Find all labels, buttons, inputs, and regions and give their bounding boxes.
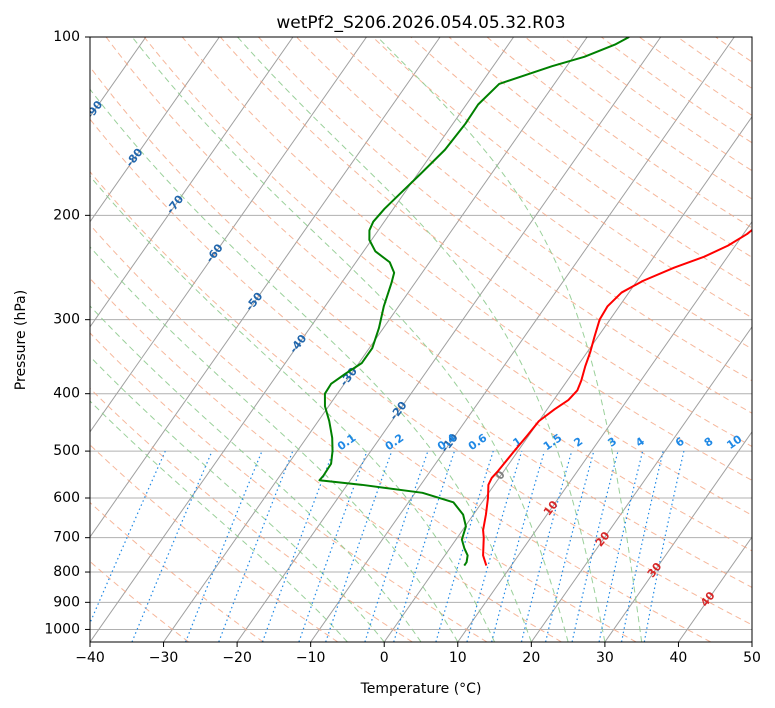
moist-adiabat-lines [90,37,643,642]
x-axis-label: Temperature (°C) [360,681,482,697]
dry-adiabat-line [258,37,752,414]
y-axis: 100 200 300 400 500 600 700 800 900 1000 [44,29,90,637]
dry-adiabat-line [90,444,339,642]
moist-adiabat-line [90,305,422,642]
chart-title: wetPf2_S206.2026.054.05.32.R03 [276,13,565,33]
dry-adiabat-line [219,37,752,448]
y-tick-label: 700 [53,530,80,546]
dry-adiabat-line [524,37,752,200]
mixing-ratio-line [466,450,523,642]
isotherm-line [236,37,662,642]
isotherm-line [90,37,441,538]
dry-adiabat-line [486,37,752,229]
isotherm-line [310,37,735,642]
dry-adiabat-line [90,118,752,626]
isotherm-line [457,220,752,642]
x-tick-label: −30 [149,650,179,666]
x-tick-label: −40 [75,650,105,666]
dry-adiabat-line [90,332,488,642]
y-tick-label: 900 [53,594,80,610]
isotherm-line [90,37,367,433]
temperature-profile-line [482,228,752,566]
x-tick-label: 20 [522,650,540,666]
mixing-ratio-line [545,450,595,642]
mixing-ratio-line [643,450,685,642]
moist-adiabat-line [131,37,569,642]
mixing-ratio-line [90,450,166,625]
dry-adiabat-line [90,501,264,642]
dry-adiabat-line [90,170,712,642]
sounding-profiles [318,37,752,567]
mixing-ratio-line [185,450,263,642]
isotherm-line [530,325,752,642]
mixing-ratio-line [620,450,664,642]
dry-adiabat-line [105,37,752,552]
y-axis-label: Pressure (hPa) [13,290,29,390]
y-tick-label: 300 [53,312,80,328]
moist-adiabat-line [90,175,496,642]
y-tick-label: 200 [53,207,80,223]
moist-adiabat-line [90,355,385,642]
mixing-ratio-line [598,450,644,642]
dry-adiabat-line [410,37,752,288]
isotherm-line [383,115,752,642]
moist-adiabat-line [377,37,643,642]
dewpoint-profile-line [318,37,630,567]
y-tick-label: 1000 [44,621,80,637]
x-axis: −40 −30 −20 −10 0 10 20 30 40 50 [75,642,761,666]
x-tick-label: −20 [222,650,252,666]
dry-adiabat-line [334,37,752,350]
isotherm-line [90,37,515,642]
dry-adiabat-line [296,37,752,382]
x-tick-label: 30 [596,650,614,666]
mixing-ratio-line [364,450,429,642]
mixing-ratio-line [571,450,619,642]
y-tick-label: 400 [53,386,80,402]
isotherm-line [604,431,752,642]
dry-adiabat-lines [90,37,752,642]
y-tick-label: 600 [53,490,80,506]
y-tick-label: 800 [53,564,80,580]
isotherm-line [678,536,752,642]
isotherm-line [90,37,294,328]
dry-adiabat-line [143,37,752,516]
mixing-ratio-line [393,450,456,642]
x-tick-label: 50 [743,650,761,666]
mixing-ratio-line [520,450,573,642]
moist-adiabat-line [237,37,606,642]
x-tick-label: 10 [449,650,467,666]
mixing-ratio-line [491,450,546,642]
pressure-gridlines [90,37,752,630]
plot-frame [89,36,753,643]
x-tick-label: 40 [670,650,688,666]
x-tick-label: −10 [296,650,326,666]
y-tick-label: 100 [53,29,80,45]
moist-adiabat-line [90,88,532,642]
isotherm-line [90,37,220,223]
mixing-ratio-line [131,450,213,642]
dry-adiabat-line [90,277,562,642]
x-tick-label: 0 [380,650,389,666]
moist-adiabat-line [90,246,459,642]
dry-adiabat-line [90,66,752,588]
dry-adiabat-line [448,37,752,258]
dry-adiabat-line [372,37,752,319]
y-tick-label: 500 [53,443,80,459]
